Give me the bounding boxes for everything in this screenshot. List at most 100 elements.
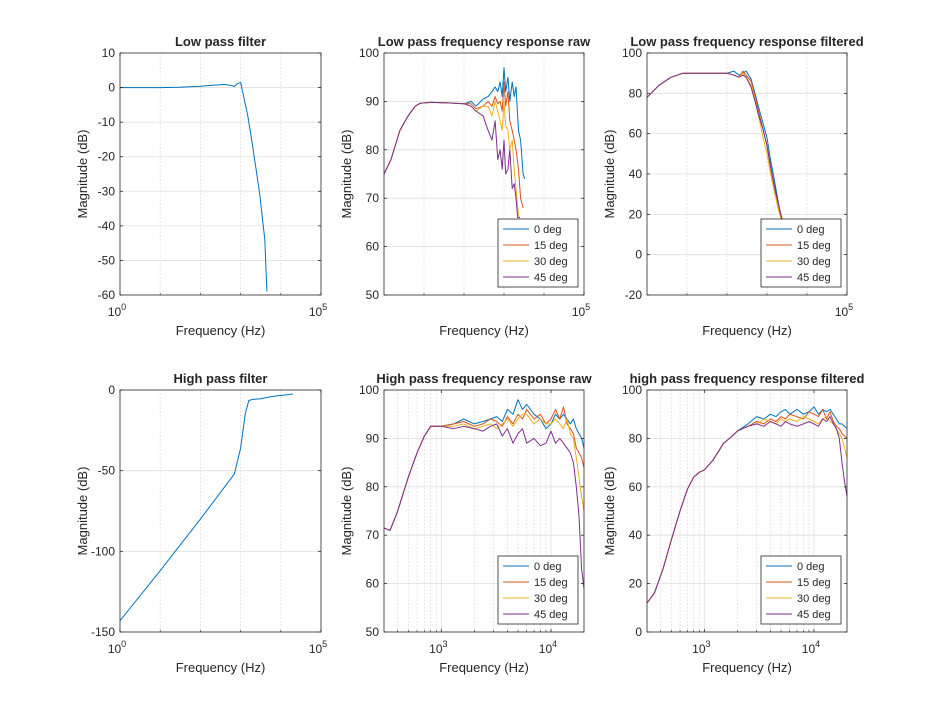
x-tick-label: 105 bbox=[572, 302, 590, 319]
x-tick-label: 105 bbox=[309, 639, 327, 656]
x-tick-exponent: 3 bbox=[443, 639, 448, 649]
legend-label: 0 deg bbox=[534, 224, 562, 236]
y-tick-label: 20 bbox=[629, 207, 643, 221]
axes-frame bbox=[383, 52, 585, 296]
y-tick-label: 80 bbox=[366, 143, 380, 157]
legend-label: 45 deg bbox=[534, 609, 568, 621]
x-tick-base: 10 bbox=[539, 642, 553, 656]
y-tick-label: 0 bbox=[635, 248, 642, 262]
legend-label: 15 deg bbox=[534, 240, 568, 252]
y-tick-label: -20 bbox=[98, 150, 116, 164]
y-tick-label: 60 bbox=[629, 127, 643, 141]
x-axis-label: Frequency (Hz) bbox=[176, 323, 266, 338]
legend-label: 15 deg bbox=[797, 240, 831, 252]
legend-label: 30 deg bbox=[797, 593, 831, 605]
y-tick-label: 70 bbox=[366, 191, 380, 205]
axes-frame bbox=[383, 389, 585, 633]
y-tick-label: -30 bbox=[98, 184, 116, 198]
x-tick-label: 105 bbox=[835, 302, 853, 319]
x-axis-label: Frequency (Hz) bbox=[439, 323, 529, 338]
subplot-3: 100 80 60 40 20 0 -20 105 Low pass frequency res… bbox=[602, 34, 864, 338]
legend-label: 15 deg bbox=[797, 577, 831, 589]
y-tick-label: -50 bbox=[98, 253, 116, 267]
series-group bbox=[120, 393, 293, 622]
y-tick-label: 70 bbox=[366, 528, 380, 542]
x-tick-exponent: 4 bbox=[552, 639, 557, 649]
legend-box bbox=[497, 555, 579, 625]
y-tick-label: 60 bbox=[366, 240, 380, 254]
x-tick-label: 100 bbox=[108, 302, 126, 319]
legend-label: 0 deg bbox=[797, 224, 825, 236]
legend-label: 0 deg bbox=[534, 561, 562, 573]
y-tick-label: 100 bbox=[359, 46, 379, 60]
legend: 0 deg 15 deg 30 deg 45 deg bbox=[497, 555, 579, 625]
y-tick-label: 50 bbox=[366, 625, 380, 639]
y-tick-label: 40 bbox=[629, 167, 643, 181]
legend-label: 45 deg bbox=[534, 272, 568, 284]
series-group bbox=[384, 399, 584, 589]
axes-background bbox=[120, 390, 321, 632]
series-group bbox=[120, 81, 268, 292]
legend-label: 45 deg bbox=[797, 272, 831, 284]
x-tick-base: 10 bbox=[309, 642, 323, 656]
y-tick-label: -100 bbox=[91, 544, 115, 558]
legend: 0 deg 15 deg 30 deg 45 deg bbox=[497, 218, 579, 288]
y-tick-label: 80 bbox=[366, 480, 380, 494]
series-filter bbox=[120, 393, 293, 622]
chart-title: Low pass filter bbox=[175, 34, 266, 49]
x-tick-label: 103 bbox=[692, 639, 710, 656]
chart-title: Low pass frequency response filtered bbox=[630, 34, 863, 49]
series-group bbox=[647, 406, 847, 604]
x-tick-base: 10 bbox=[692, 642, 706, 656]
x-tick-exponent: 0 bbox=[121, 639, 126, 649]
y-tick-label: -150 bbox=[91, 625, 115, 639]
legend-label: 30 deg bbox=[797, 256, 831, 268]
y-tick-label: -60 bbox=[98, 288, 116, 302]
x-tick-label: 103 bbox=[429, 639, 447, 656]
y-axis-label: Magnitude (dB) bbox=[339, 130, 354, 219]
y-tick-label: 100 bbox=[622, 383, 642, 397]
x-tick-base: 10 bbox=[802, 642, 816, 656]
legend-box bbox=[497, 218, 579, 288]
x-tick-base: 10 bbox=[108, 642, 122, 656]
subplot-2: 100 90 80 70 60 50 105 Low pass frequency respo… bbox=[339, 34, 591, 338]
chart-title: High pass frequency response raw bbox=[376, 371, 592, 386]
series-45-deg bbox=[384, 101, 520, 219]
legend: 0 deg 15 deg 30 deg 45 deg bbox=[760, 218, 842, 288]
x-tick-exponent: 5 bbox=[585, 302, 590, 312]
y-tick-label: -20 bbox=[625, 288, 643, 302]
axes-frame bbox=[646, 389, 848, 633]
y-tick-label: 90 bbox=[366, 431, 380, 445]
x-tick-exponent: 0 bbox=[121, 302, 126, 312]
axes-frame bbox=[119, 52, 322, 296]
legend-label: 15 deg bbox=[534, 577, 568, 589]
chart-title: Low pass frequency response raw bbox=[378, 34, 591, 49]
x-tick-label: 100 bbox=[108, 639, 126, 656]
y-tick-label: -10 bbox=[98, 115, 116, 129]
x-tick-base: 10 bbox=[429, 642, 443, 656]
legend-box bbox=[760, 555, 842, 625]
x-tick-label: 104 bbox=[539, 639, 557, 656]
y-tick-label: 60 bbox=[629, 480, 643, 494]
series-group bbox=[647, 70, 784, 227]
series-group bbox=[384, 67, 526, 219]
x-axis-label: Frequency (Hz) bbox=[702, 323, 792, 338]
series-45-deg bbox=[647, 416, 847, 604]
legend-label: 30 deg bbox=[534, 256, 568, 268]
chart-title: High pass filter bbox=[174, 371, 268, 386]
x-tick-exponent: 5 bbox=[322, 302, 327, 312]
y-tick-label: 90 bbox=[366, 94, 380, 108]
y-tick-label: 20 bbox=[629, 577, 643, 591]
x-tick-base: 10 bbox=[309, 305, 323, 319]
y-tick-label: 0 bbox=[635, 625, 642, 639]
axes-background bbox=[120, 53, 321, 295]
x-tick-exponent: 3 bbox=[706, 639, 711, 649]
y-axis-label: Magnitude (dB) bbox=[339, 467, 354, 556]
x-tick-exponent: 5 bbox=[322, 639, 327, 649]
x-tick-exponent: 4 bbox=[815, 639, 820, 649]
y-tick-label: 50 bbox=[366, 288, 380, 302]
x-tick-label: 105 bbox=[309, 302, 327, 319]
